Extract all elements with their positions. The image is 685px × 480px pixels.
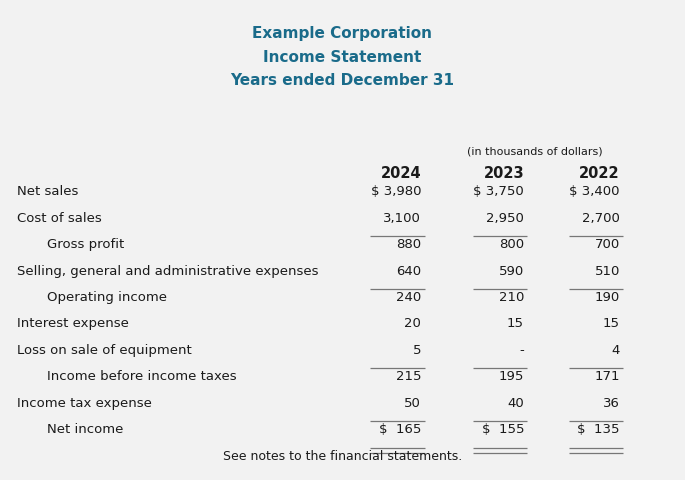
Text: 880: 880	[396, 238, 421, 251]
Text: See notes to the financial statements.: See notes to the financial statements.	[223, 449, 462, 462]
Text: $  165: $ 165	[379, 422, 421, 435]
Text: $ 3,980: $ 3,980	[371, 185, 421, 198]
Text: 3,100: 3,100	[384, 211, 421, 224]
Text: 700: 700	[595, 238, 620, 251]
Text: 2,950: 2,950	[486, 211, 524, 224]
Text: 2023: 2023	[484, 166, 524, 180]
Text: 40: 40	[508, 396, 524, 409]
Text: 5: 5	[413, 343, 421, 356]
Text: 800: 800	[499, 238, 524, 251]
Text: Gross profit: Gross profit	[47, 238, 124, 251]
Text: 240: 240	[396, 290, 421, 303]
Text: Income Statement: Income Statement	[263, 49, 422, 64]
Text: 50: 50	[404, 396, 421, 409]
Text: Cost of sales: Cost of sales	[17, 211, 102, 224]
Text: 171: 171	[595, 370, 620, 383]
Text: 15: 15	[507, 317, 524, 330]
Text: $  135: $ 135	[577, 422, 620, 435]
Text: Interest expense: Interest expense	[17, 317, 129, 330]
Text: 590: 590	[499, 264, 524, 277]
Text: $ 3,750: $ 3,750	[473, 185, 524, 198]
Text: 510: 510	[595, 264, 620, 277]
Text: Loss on sale of equipment: Loss on sale of equipment	[17, 343, 192, 356]
Text: Years ended December 31: Years ended December 31	[230, 72, 455, 87]
Text: 210: 210	[499, 290, 524, 303]
Text: 2022: 2022	[580, 166, 620, 180]
Text: 215: 215	[396, 370, 421, 383]
Text: 36: 36	[603, 396, 620, 409]
Text: Selling, general and administrative expenses: Selling, general and administrative expe…	[17, 264, 319, 277]
Text: Net sales: Net sales	[17, 185, 79, 198]
Text: Income tax expense: Income tax expense	[17, 396, 152, 409]
Text: 4: 4	[612, 343, 620, 356]
Text: (in thousands of dollars): (in thousands of dollars)	[467, 146, 603, 156]
Text: 20: 20	[404, 317, 421, 330]
Text: 15: 15	[603, 317, 620, 330]
Text: Operating income: Operating income	[47, 290, 166, 303]
Text: 2024: 2024	[381, 166, 421, 180]
Text: Net income: Net income	[47, 422, 123, 435]
Text: $  155: $ 155	[482, 422, 524, 435]
Text: 190: 190	[595, 290, 620, 303]
Text: 640: 640	[396, 264, 421, 277]
Text: Example Corporation: Example Corporation	[253, 26, 432, 41]
Text: 195: 195	[499, 370, 524, 383]
Text: -: -	[519, 343, 524, 356]
Text: Income before income taxes: Income before income taxes	[47, 370, 236, 383]
Text: 2,700: 2,700	[582, 211, 620, 224]
Text: $ 3,400: $ 3,400	[569, 185, 620, 198]
